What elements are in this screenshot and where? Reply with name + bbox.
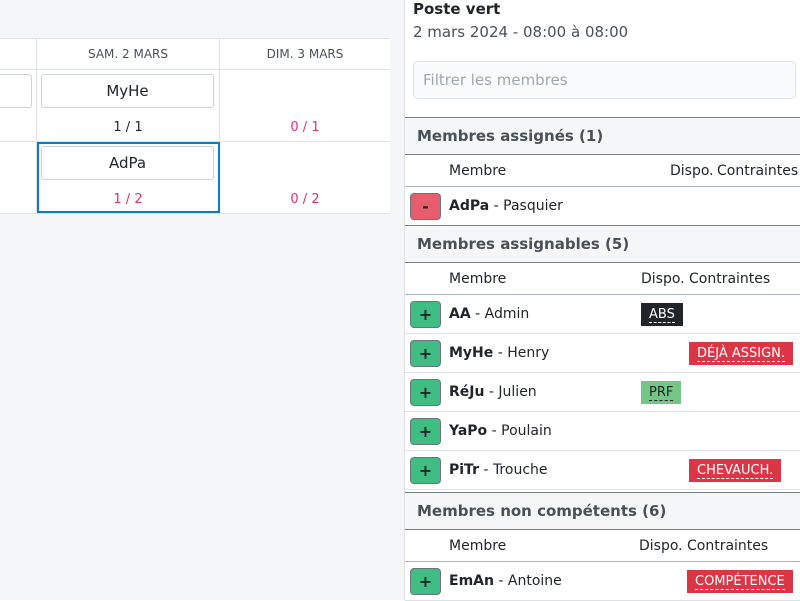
- column-header-prev: [0, 39, 37, 69]
- grid-row: MyHe 1 / 1 0 / 1: [0, 70, 390, 142]
- table-header: Membre Dispo. Contraintes: [405, 530, 800, 562]
- grid-cell[interactable]: MyHe 1 / 1: [37, 70, 220, 141]
- grid-cell[interactable]: 0 / 2: [220, 142, 390, 213]
- column-member: Membre: [449, 270, 507, 287]
- add-member-button[interactable]: +: [410, 300, 441, 328]
- member-row: + EmAn - Antoine COMPÉTENCE: [405, 562, 800, 601]
- constraint-badge[interactable]: CHEVAUCH.: [689, 458, 782, 482]
- member-name: PiTr - Trouche: [449, 462, 548, 478]
- constraint-badge[interactable]: COMPÉTENCE: [687, 569, 793, 593]
- dispo-badge[interactable]: ABS: [641, 302, 683, 326]
- fill-count: 0 / 1: [290, 120, 320, 135]
- dispo-badge[interactable]: PRF: [641, 380, 682, 404]
- remove-member-button[interactable]: -: [410, 192, 441, 220]
- column-dispo: Dispo.: [670, 162, 714, 179]
- member-row: + MyHe - Henry DÉJÀ ASSIGN.: [405, 334, 800, 373]
- grid-cell[interactable]: [0, 70, 37, 141]
- add-member-button[interactable]: +: [410, 417, 441, 445]
- column-constraints: Contraintes: [689, 270, 771, 287]
- section-title: Membres non compétents (6): [405, 492, 800, 530]
- table-header: Membre Dispo. Contraintes: [405, 263, 800, 295]
- add-member-button[interactable]: +: [410, 456, 441, 484]
- planning-area: SAM. 2 MARS DIM. 3 MARS MyHe 1 / 1 0 / 1 …: [0, 38, 390, 214]
- fill-count: 1 / 1: [113, 120, 143, 135]
- member-name: AA - Admin: [449, 306, 530, 322]
- fill-count: 0 / 2: [290, 192, 320, 207]
- column-constraints: Contraintes: [717, 162, 799, 179]
- column-dispo: Dispo.: [641, 270, 685, 287]
- grid-header: SAM. 2 MARS DIM. 3 MARS: [0, 39, 390, 70]
- member-section: Membres assignables (5) Membre Dispo. Co…: [405, 225, 800, 490]
- planning-grid: SAM. 2 MARS DIM. 3 MARS MyHe 1 / 1 0 / 1 …: [0, 38, 390, 214]
- grid-cell[interactable]: [0, 142, 37, 213]
- assignment-panel: Poste vert 2 mars 2024 - 08:00 à 08:00 M…: [404, 0, 800, 601]
- member-section: Membres assignés (1) Membre Dispo. Contr…: [405, 117, 800, 226]
- add-member-button[interactable]: +: [410, 339, 441, 367]
- column-header: SAM. 2 MARS: [37, 39, 220, 69]
- column-constraints: Contraintes: [687, 537, 769, 554]
- member-chip[interactable]: MyHe: [41, 74, 214, 108]
- filter-members-input[interactable]: [413, 61, 796, 99]
- grid-cell[interactable]: 0 / 1: [220, 70, 390, 141]
- section-title: Membres assignables (5): [405, 225, 800, 263]
- section-title: Membres assignés (1): [405, 117, 800, 155]
- column-header: DIM. 3 MARS: [266, 47, 344, 61]
- panel-title: Poste vert: [413, 0, 501, 18]
- member-name: RéJu - Julien: [449, 384, 537, 400]
- fill-count: 1 / 2: [113, 192, 143, 207]
- add-member-button[interactable]: +: [410, 378, 441, 406]
- constraint-badge[interactable]: DÉJÀ ASSIGN.: [689, 341, 794, 365]
- member-row: + PiTr - Trouche CHEVAUCH.: [405, 451, 800, 490]
- member-name: YaPo - Poulain: [449, 423, 552, 439]
- panel-subtitle: 2 mars 2024 - 08:00 à 08:00: [413, 23, 629, 41]
- member-row: - AdPa - Pasquier: [405, 187, 800, 226]
- member-row: + RéJu - Julien PRF: [405, 373, 800, 412]
- member-chip[interactable]: [0, 74, 32, 108]
- column-dispo: Dispo.: [639, 537, 683, 554]
- column-member: Membre: [449, 162, 507, 179]
- member-name: AdPa - Pasquier: [449, 198, 563, 214]
- add-member-button[interactable]: +: [410, 567, 441, 595]
- member-row: + YaPo - Poulain: [405, 412, 800, 451]
- member-name: EmAn - Antoine: [449, 573, 562, 589]
- grid-cell-selected[interactable]: AdPa 1 / 2: [37, 142, 220, 213]
- grid-row: AdPa 1 / 2 0 / 2: [0, 142, 390, 214]
- member-section: Membres non compétents (6) Membre Dispo.…: [405, 492, 800, 601]
- member-chip[interactable]: AdPa: [41, 146, 214, 180]
- table-header: Membre Dispo. Contraintes: [405, 155, 800, 187]
- column-member: Membre: [449, 537, 507, 554]
- member-name: MyHe - Henry: [449, 345, 550, 361]
- member-row: + AA - Admin ABS: [405, 295, 800, 334]
